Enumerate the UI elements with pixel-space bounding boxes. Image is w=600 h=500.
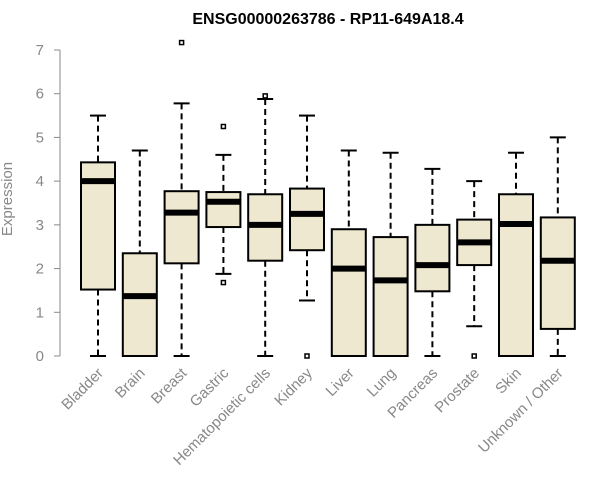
box-gastric [205, 123, 242, 286]
x-tick-label: Skin [492, 365, 525, 398]
y-tick-label: 7 [36, 42, 44, 59]
box-iqr [498, 193, 534, 357]
box-iqr [163, 190, 200, 265]
y-tick-label: 2 [36, 261, 44, 278]
chart-title: ENSG00000263786 - RP11-649A18.4 [192, 11, 463, 28]
box-hematopoietic-cells [247, 93, 284, 357]
y-axis-label: Expression [0, 162, 16, 236]
x-tick-label: Kidney [271, 364, 316, 409]
box-iqr [121, 252, 158, 357]
y-tick-label: 4 [36, 173, 44, 190]
boxes [80, 39, 576, 359]
box-lung [372, 151, 409, 357]
outlier-point [178, 39, 185, 46]
box-iqr [414, 223, 451, 293]
box-iqr [205, 191, 242, 229]
outlier-point [220, 279, 227, 286]
box-unknown-other [539, 136, 576, 357]
box-prostate [456, 180, 493, 359]
x-tick-label: Breast [148, 364, 191, 407]
box-breast [163, 39, 200, 357]
x-tick-label: Liver [323, 365, 358, 400]
outlier-point [220, 123, 227, 130]
box-pancreas [414, 167, 451, 357]
y-tick-label: 0 [36, 348, 44, 365]
box-skin [498, 151, 534, 357]
box-kidney [289, 114, 325, 359]
box-iqr [539, 216, 576, 330]
x-tick-label: Bladder [58, 365, 107, 414]
outlier-point [471, 353, 477, 359]
box-bladder [80, 114, 116, 357]
y-tick-label: 6 [36, 86, 44, 103]
x-tick-label: Brain [112, 365, 149, 402]
box-liver [330, 149, 367, 358]
box-iqr [330, 228, 367, 358]
y-tick-label: 3 [36, 217, 44, 234]
box-brain [121, 149, 158, 357]
box-iqr [289, 187, 325, 252]
x-tick-label: Lung [364, 365, 400, 401]
box-iqr [372, 236, 409, 357]
outlier-point [262, 93, 268, 99]
y-tick-label: 5 [36, 129, 44, 146]
outlier-point [304, 353, 310, 359]
y-tick-label: 1 [36, 304, 44, 321]
x-tick-label: Prostate [431, 365, 483, 417]
y-axis: 0 1 2 3 4 5 6 7 [36, 42, 61, 365]
